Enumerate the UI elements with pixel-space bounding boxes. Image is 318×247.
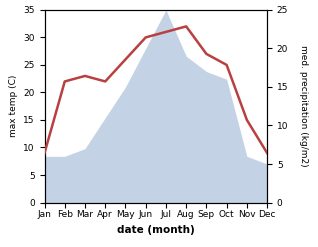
Y-axis label: max temp (C): max temp (C) [9, 75, 18, 137]
X-axis label: date (month): date (month) [117, 225, 195, 235]
Y-axis label: med. precipitation (kg/m2): med. precipitation (kg/m2) [300, 45, 308, 167]
